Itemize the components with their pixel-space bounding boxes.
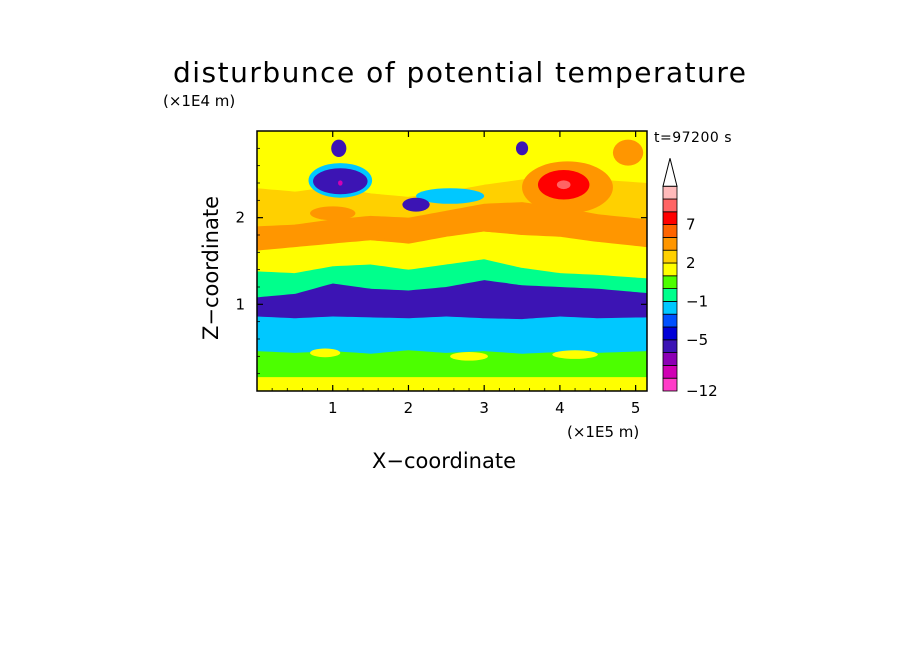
x-tick-label-3: 3: [479, 399, 489, 417]
colorbar-extend-arrow: [662, 158, 678, 187]
x-tick-label-5: 5: [631, 399, 641, 417]
colorbar-segment-8: [662, 275, 678, 289]
colorbar-segment-14: [662, 198, 678, 213]
contour-blob-10: [612, 139, 644, 166]
colorbar-segment-3: [662, 339, 678, 353]
y-tick-label-2: 2: [235, 209, 245, 227]
colorbar-label-0: 7: [686, 216, 696, 234]
colorbar-segment-11: [662, 236, 678, 251]
colorbar-segment-5: [662, 313, 678, 328]
x-tick-label-2: 2: [404, 399, 414, 417]
contour-blob-3: [331, 139, 347, 157]
colorbar-segment-2: [662, 352, 678, 366]
colorbar-segment-13: [662, 211, 678, 226]
colorbar-label-4: −12: [686, 382, 718, 400]
colorbar-segment-12: [662, 224, 678, 238]
contour-blob-13: [378, 224, 439, 242]
contour-blob-14: [310, 348, 341, 358]
colorbar-label-2: −1: [686, 292, 708, 310]
colorbar-segment-10: [662, 249, 678, 264]
x-tick-label-4: 4: [555, 399, 565, 417]
colorbar-label-3: −5: [686, 331, 708, 349]
colorbar-segment-6: [662, 300, 678, 315]
contour-blob-4: [416, 188, 485, 204]
colorbar-segment-15: [662, 185, 678, 200]
colorbar-label-1: 2: [686, 254, 696, 272]
contour-blob-15: [450, 352, 488, 361]
colorbar-segment-0: [662, 377, 678, 392]
time-label: t=97200 s: [654, 130, 732, 146]
contour-blob-11: [310, 206, 356, 221]
y-unit-label: (×1E4 m): [163, 92, 236, 110]
x-axis-title: X−coordinate: [372, 449, 516, 473]
contour-blob-2: [338, 180, 343, 186]
colorbar-segment-9: [662, 262, 678, 277]
contour-blob-9: [556, 180, 571, 190]
contour-blob-12: [461, 211, 538, 233]
contour-blob-5: [402, 197, 430, 212]
contour-blob-16: [552, 350, 598, 359]
contour-blob-6: [515, 141, 529, 156]
colorbar-segment-1: [662, 364, 678, 379]
colorbar-segment-4: [662, 326, 678, 341]
plot-frame: [256, 130, 648, 392]
y-tick-label-1: 1: [235, 295, 245, 313]
x-unit-label: (×1E5 m): [567, 423, 640, 441]
colorbar-segment-7: [662, 288, 678, 302]
chart-title: disturbunce of potential temperature: [173, 56, 748, 89]
x-tick-label-1: 1: [328, 399, 338, 417]
contour-band-8: [257, 377, 647, 391]
